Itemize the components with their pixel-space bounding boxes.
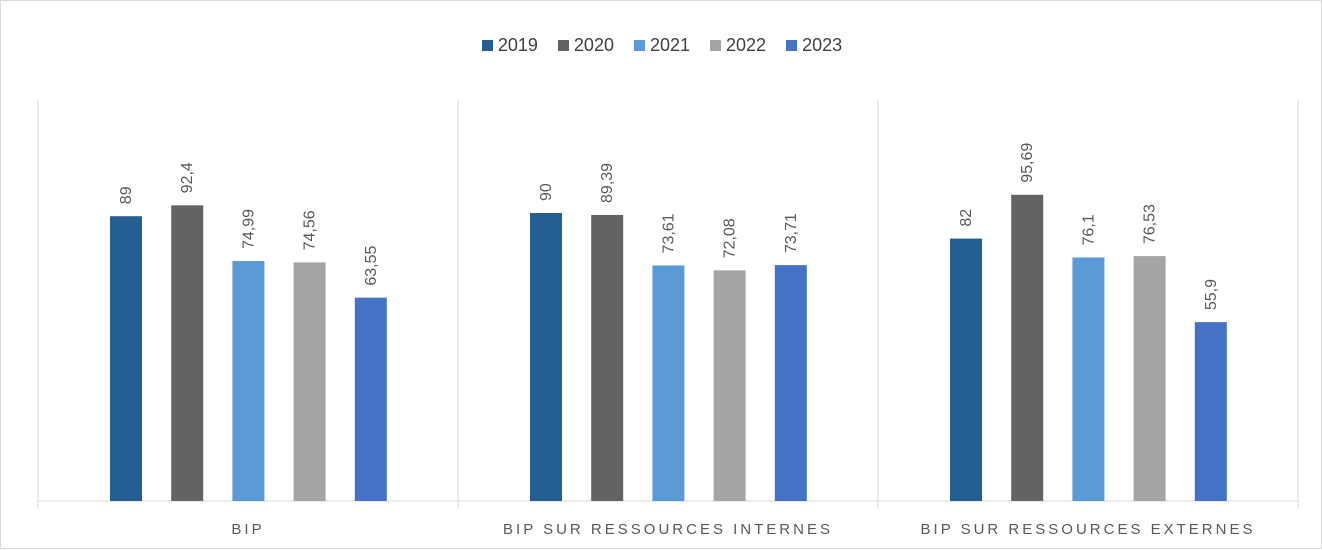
data-label-2023-0: 63,55 — [363, 245, 380, 285]
legend-label-2022: 2022 — [726, 35, 767, 55]
data-label-2019-0: 89 — [118, 186, 135, 204]
legend-label-2021: 2021 — [649, 35, 691, 55]
x-tick-label-1: BIP SUR RESSOURCES INTERNES — [503, 521, 833, 538]
x-tick-label-0: BIP — [231, 521, 264, 538]
legend-swatch-2019 — [481, 40, 493, 51]
data-label-2020-1: 89,39 — [599, 163, 616, 203]
bar-2020-0 — [171, 205, 204, 501]
bar-2023-2 — [1194, 322, 1227, 501]
bar-2021-0 — [232, 261, 265, 501]
legend-item-2023: 2023 — [786, 35, 842, 56]
bar-2023-0 — [354, 297, 387, 501]
legend-swatch-2022 — [710, 40, 722, 51]
legend-item-2022: 2022 — [710, 35, 766, 56]
legend: 2019 2020 2021 2022 2023 — [1, 35, 1322, 56]
data-label-2021-1: 73,61 — [660, 213, 677, 253]
bar-2020-2 — [1011, 194, 1044, 502]
data-label-2021-2: 76,1 — [1080, 214, 1097, 245]
data-label-2019-2: 82 — [958, 209, 975, 227]
legend-label-2020: 2020 — [573, 35, 614, 55]
bar-2021-2 — [1072, 257, 1105, 501]
legend-item-2019: 2019 — [481, 35, 538, 56]
data-label-2019-1: 90 — [538, 183, 555, 201]
data-label-2022-1: 72,08 — [722, 218, 739, 258]
bar-2021-1 — [652, 265, 685, 501]
bar-2019-2 — [950, 238, 982, 501]
bar-2022-1 — [713, 270, 746, 501]
data-label-2020-2: 95,69 — [1019, 143, 1036, 183]
legend-swatch-2021 — [633, 40, 645, 51]
data-label-2023-2: 55,9 — [1203, 279, 1220, 310]
legend-swatch-2020 — [557, 40, 569, 51]
legend-item-2020: 2020 — [557, 35, 614, 56]
x-tick-label-2: BIP SUR RESSOURCES EXTERNES — [921, 521, 1256, 538]
data-label-2022-2: 76,53 — [1142, 204, 1159, 244]
data-label-2023-1: 73,71 — [783, 213, 800, 253]
bar-2019-1 — [530, 213, 562, 501]
data-label-2022-0: 74,56 — [302, 210, 319, 250]
data-label-2021-0: 74,99 — [240, 209, 257, 249]
data-label-2020-0: 92,4 — [179, 162, 196, 193]
legend-swatch-2023 — [786, 40, 798, 51]
legend-label-2019: 2019 — [497, 35, 538, 55]
bar-2022-0 — [293, 262, 326, 501]
bar-2020-1 — [591, 214, 624, 501]
bar-2019-0 — [110, 216, 142, 501]
bar-2022-2 — [1133, 256, 1166, 501]
bar-2023-1 — [774, 265, 807, 501]
legend-item-2021: 2021 — [633, 35, 691, 56]
legend-label-2023: 2023 — [802, 35, 843, 55]
